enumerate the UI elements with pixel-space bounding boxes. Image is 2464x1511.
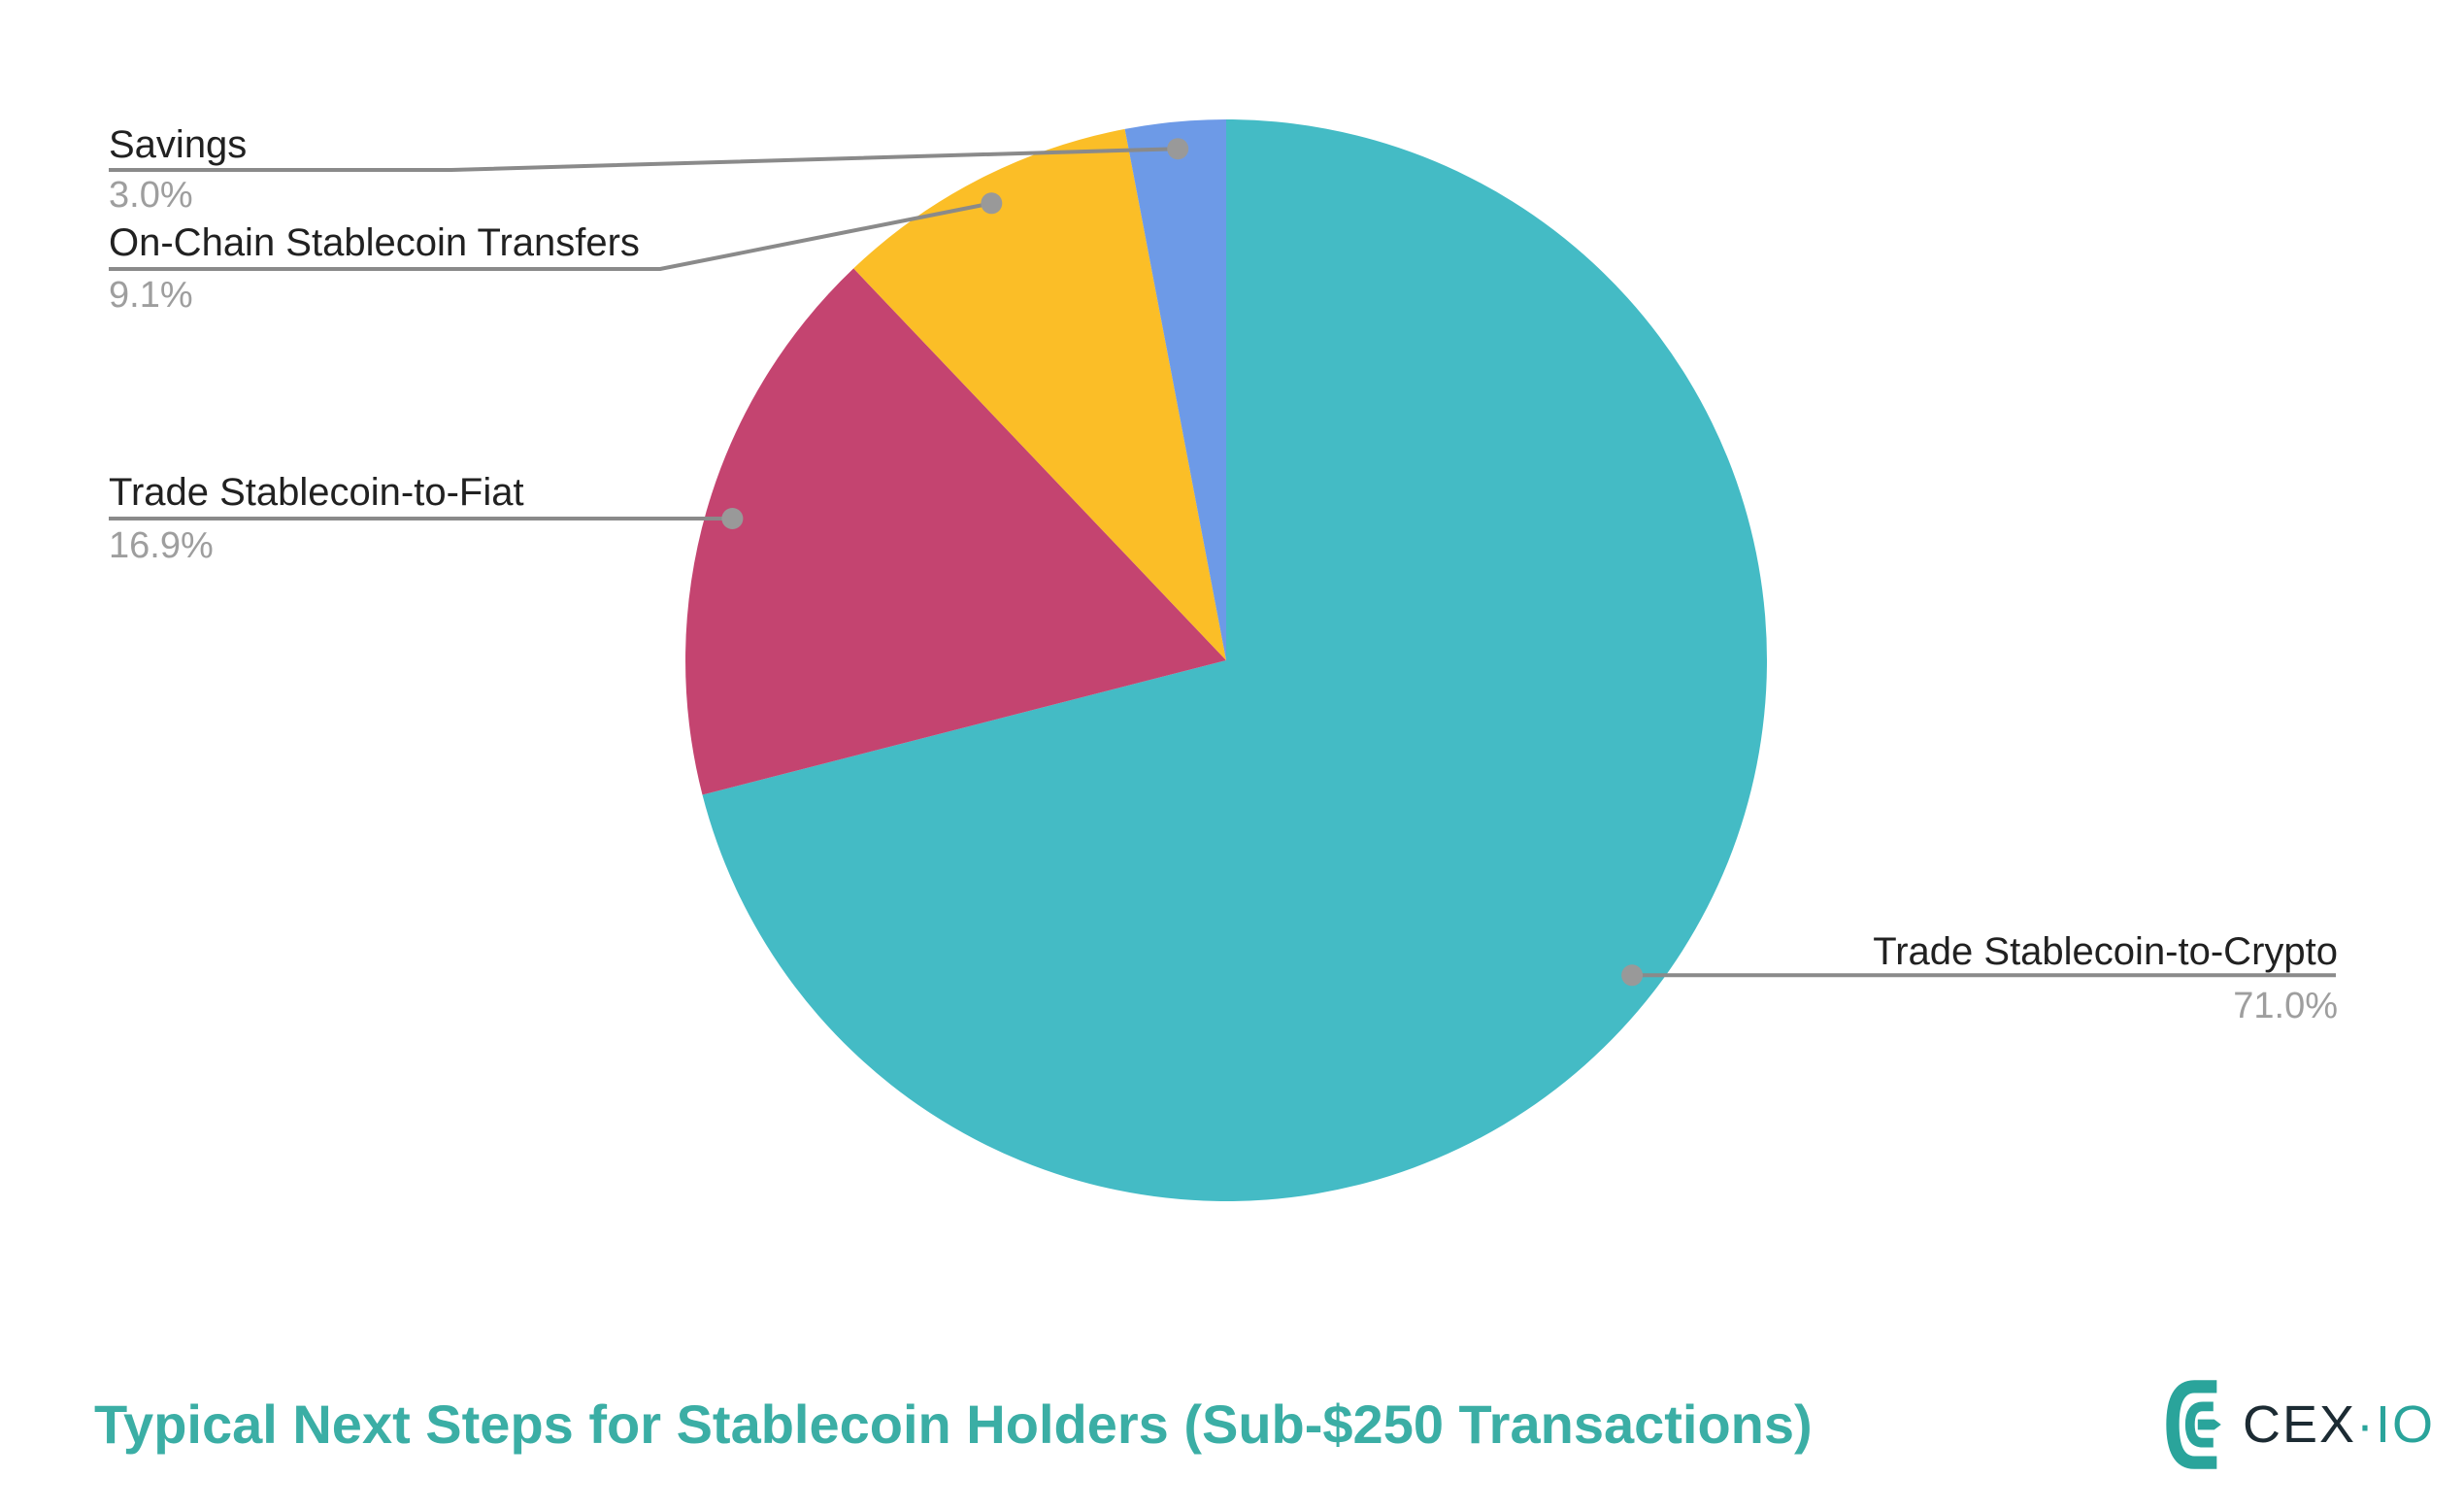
slice-label-stablecoin-to-fiat: Trade Stablecoin-to-Fiat bbox=[109, 471, 524, 514]
pie-slice-on-chain-stablecoin-transfers[interactable] bbox=[853, 128, 1226, 660]
leader-line-savings bbox=[109, 147, 1179, 172]
leader-dot-savings bbox=[1167, 138, 1189, 160]
logo-text-separator: · bbox=[2356, 1395, 2377, 1454]
leader-dot-trade-stablecoin-to-fiat bbox=[721, 508, 744, 529]
cexio-logo: CEX·IO bbox=[2165, 1379, 2435, 1470]
leader-dot-trade-stablecoin-to-crypto bbox=[1621, 964, 1644, 987]
pie-slice-trade-stablecoin-to-fiat[interactable] bbox=[685, 268, 1226, 795]
leader-line-on-chain-stablecoin-transfers bbox=[109, 201, 992, 271]
slice-percent-stablecoin-to-fiat: 16.9% bbox=[109, 525, 214, 566]
slice-percent-onchain-transfers: 9.1% bbox=[109, 275, 193, 316]
chart-title: Typical Next Steps for Stablecoin Holder… bbox=[94, 1393, 1813, 1455]
slice-label-onchain-transfers: On-Chain Stablecoin Transfers bbox=[109, 221, 640, 264]
cexio-logo-mark-icon bbox=[2166, 1380, 2221, 1469]
leader-dot-on-chain-stablecoin-transfers bbox=[981, 192, 1003, 215]
slice-label-stablecoin-to-crypto: Trade Stablecoin-to-Crypto bbox=[1873, 930, 2338, 973]
slice-percent-savings: 3.0% bbox=[109, 175, 193, 216]
slice-percent-stablecoin-to-crypto: 71.0% bbox=[2233, 986, 2338, 1026]
pie-slice-savings[interactable] bbox=[1124, 119, 1226, 660]
logo-text-io: IO bbox=[2376, 1395, 2436, 1454]
pie-slice-trade-stablecoin-to-crypto[interactable] bbox=[702, 119, 1768, 1202]
cexio-logo-text: CEX·IO bbox=[2243, 1398, 2435, 1451]
logo-text-cex: CEX bbox=[2243, 1395, 2357, 1454]
slice-label-savings: Savings bbox=[109, 123, 248, 166]
